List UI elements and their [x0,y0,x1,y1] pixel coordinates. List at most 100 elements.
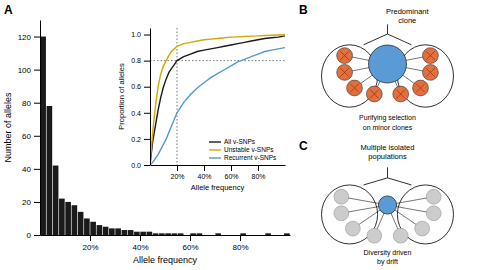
bar [78,212,84,235]
inset-background [150,28,285,165]
y-axis: 0.0 0.2 0.4 0.6 0.8 1.0 [131,29,150,169]
tick-mark [144,35,150,36]
diagram [322,24,454,107]
panel-title: A [4,3,13,17]
tick: 0 [27,231,40,240]
bar [234,235,240,236]
bar [90,222,96,235]
cross-mark [426,51,435,60]
bar [190,233,196,235]
tick-label: 80 [22,99,31,108]
x-axis: 20%40%60%80% [151,165,286,180]
cross-mark [416,84,425,93]
tick: 80 [22,99,40,108]
bar [134,232,140,235]
axis-line [151,165,286,166]
bar [203,235,209,236]
cross-mark [370,90,379,99]
bar [159,233,165,235]
tick-mark [140,235,141,241]
axis-line [41,235,291,236]
tick: 20 [22,198,40,207]
bronchus [364,178,388,185]
tick: 60 [22,132,40,141]
bar [228,235,234,236]
tick-mark [34,70,40,71]
tick-label: 80% [232,243,248,252]
minor-clone [337,64,353,80]
bar [172,233,178,235]
legend-label: Unstable v-SNPs [224,146,274,153]
trachea [387,167,388,178]
tick-mark [240,235,241,241]
bar [84,218,90,235]
tick-label: 0.2 [131,136,141,143]
minor-clone [367,228,382,243]
y-axis-title: Number of alleles [3,92,13,163]
cross-mark [416,84,425,93]
legend: All v-SNPsUnstable v-SNPsRecurrent v-SNP… [209,138,277,161]
tick-label: 40 [22,165,31,174]
bar [97,225,103,235]
tick-label: 60 [22,132,31,141]
cross-mark [340,68,349,77]
minor-clone [334,189,349,204]
y-axis-title: Proportion of alleles [117,63,126,130]
bar [253,235,259,236]
tick-mark [34,136,40,137]
cross-mark [426,51,435,60]
series-line [150,35,285,165]
cross-mark [396,90,405,99]
tick: 0.8 [131,57,150,64]
cross-mark [340,68,349,77]
bar [197,233,203,235]
tick-label: 100 [18,66,32,75]
tick-label: 80% [251,173,265,180]
tick: 1.0 [131,31,150,38]
trachea [387,24,388,34]
reference-line [150,60,285,61]
tick-mark [231,165,232,171]
tick: 40% [132,235,148,252]
tick-mark [144,113,150,114]
cross-mark [340,51,349,60]
tick-label: 60% [182,243,198,252]
cross-mark [426,68,435,77]
minor-clone [413,80,429,96]
reference-line [177,28,178,165]
tick-mark [204,165,205,171]
bar [284,233,290,235]
tick-label: 0.4 [131,110,141,117]
minor-clone [366,86,382,102]
y-axis: 020406080100120 [18,21,41,241]
annotation: Multiple isolated [361,143,415,152]
tick: 80% [232,235,248,252]
cross-mark [370,90,379,99]
tick: 0.4 [131,110,150,117]
tick-label: 20% [82,243,98,252]
annotation: by drift [377,258,398,266]
panel-title: B [299,3,308,17]
tick-label: 1.0 [131,31,141,38]
tick-label: 20 [22,198,31,207]
legend-label: Recurrent v-SNPs [224,154,277,161]
figure: 20%40%60%80%020406080100120Allele freque… [0,0,480,270]
tick: 100 [18,66,40,75]
bronchus [388,34,412,45]
minor-clone [337,48,353,64]
tick-label: 0.6 [131,83,141,90]
minor-clone [426,206,441,221]
bronchus [364,34,388,45]
bar [265,233,271,235]
legend-item: All v-SNPs [209,138,256,145]
tick: 0.0 [131,162,150,169]
bar [128,230,134,235]
tick-label: 0.8 [131,57,141,64]
bar [240,233,246,235]
tick-mark [190,235,191,241]
bar [247,235,253,236]
lines [150,28,285,165]
bar [59,199,65,235]
cross-mark [350,84,359,93]
tick-label: 0 [27,231,32,240]
